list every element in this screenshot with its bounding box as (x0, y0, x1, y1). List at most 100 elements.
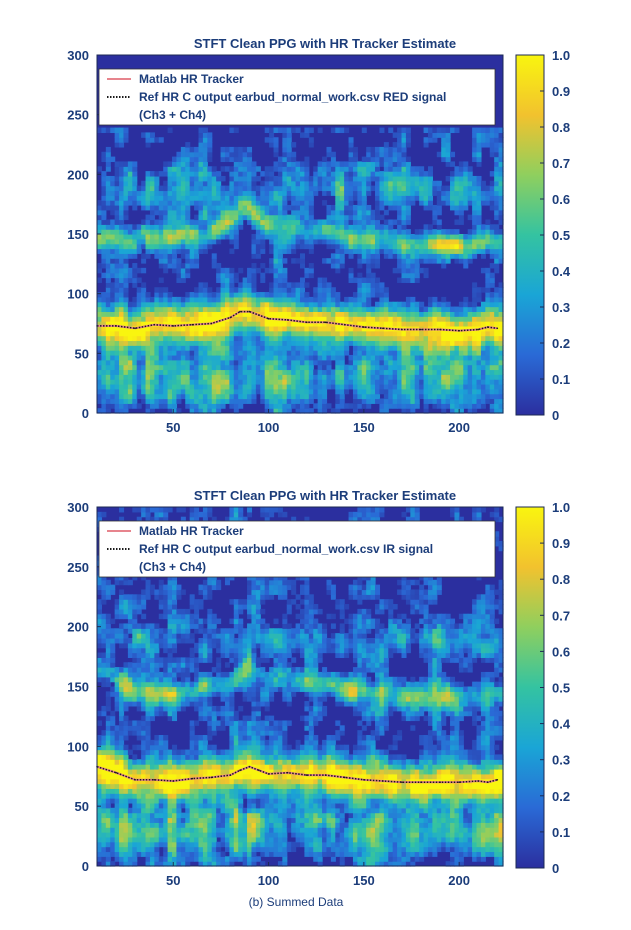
heatmap-cell (114, 667, 120, 673)
heatmap-cell (379, 156, 385, 163)
heatmap-cell (119, 574, 125, 581)
heatmap-cell (300, 282, 306, 288)
heatmap-cell (352, 301, 358, 308)
heatmap-cell (454, 359, 460, 366)
heatmap-cell (480, 253, 486, 259)
heatmap-cell (463, 340, 469, 346)
heatmap-cell (141, 841, 147, 848)
heatmap-cell (344, 185, 350, 192)
heatmap-cell (392, 398, 398, 404)
heatmap-cell (167, 379, 173, 385)
heatmap-cell (300, 330, 306, 337)
heatmap-cell (101, 584, 107, 591)
heatmap-cell (110, 335, 116, 342)
heatmap-cell (357, 350, 363, 356)
heatmap-cell (163, 383, 169, 390)
heatmap-cell (264, 379, 270, 385)
heatmap-cell (427, 204, 433, 211)
heatmap-cell (291, 142, 297, 148)
heatmap-cell (441, 403, 447, 409)
heatmap-cell (480, 388, 486, 395)
heatmap-cell (489, 190, 495, 196)
heatmap-cell (375, 234, 381, 240)
heatmap-cell (405, 263, 411, 269)
heatmap-cell (114, 696, 120, 702)
heatmap-cell (101, 316, 107, 322)
heatmap-cell (180, 325, 186, 332)
heatmap-cell (145, 836, 151, 843)
heatmap-cell (101, 832, 107, 838)
heatmap-cell (291, 301, 297, 308)
data-point (458, 329, 461, 332)
heatmap-cell (260, 190, 266, 196)
heatmap-cell (132, 701, 138, 707)
heatmap-cell (158, 374, 164, 380)
heatmap-cell (101, 296, 107, 303)
heatmap-cell (375, 306, 381, 313)
heatmap-cell (110, 861, 116, 867)
heatmap-cell (436, 340, 442, 346)
heatmap-cell (123, 846, 129, 853)
heatmap-cell (189, 224, 195, 230)
heatmap-cell (352, 359, 358, 366)
heatmap-cell (202, 204, 208, 211)
heatmap-cell (216, 306, 222, 313)
heatmap-cell (370, 364, 376, 371)
heatmap-cell (119, 667, 125, 673)
heatmap-cell (216, 398, 222, 404)
heatmap-cell (313, 229, 319, 235)
heatmap-cell (233, 185, 239, 192)
heatmap-cell (494, 364, 500, 371)
heatmap-cell (485, 190, 491, 196)
heatmap-cell (498, 171, 504, 177)
heatmap-cell (383, 209, 389, 216)
heatmap-cell (326, 219, 332, 225)
heatmap-cell (101, 127, 107, 134)
heatmap-cell (123, 628, 129, 634)
data-point (210, 322, 213, 325)
heatmap-cell (127, 195, 133, 201)
heatmap-cell (136, 200, 142, 206)
heatmap-cell (216, 383, 222, 390)
heatmap-cell (498, 369, 504, 375)
heatmap-cell (167, 248, 173, 254)
heatmap-cell (361, 161, 367, 167)
heatmap-cell (286, 238, 292, 245)
heatmap-cell (427, 258, 433, 264)
heatmap-cell (185, 369, 191, 375)
heatmap-cell (127, 681, 133, 688)
heatmap-cell (211, 408, 217, 414)
heatmap-cell (123, 137, 129, 143)
heatmap-cell (264, 224, 270, 230)
heatmap-cell (383, 146, 389, 153)
heatmap-cell (295, 379, 301, 385)
heatmap-cell (180, 277, 186, 283)
heatmap-cell (216, 175, 222, 182)
heatmap-cell (388, 311, 394, 317)
heatmap-cell (229, 359, 235, 366)
heatmap-cell (141, 730, 147, 736)
heatmap-cell (339, 340, 345, 346)
heatmap-cell (304, 267, 310, 274)
heatmap-cell (352, 185, 358, 192)
heatmap-cell (388, 379, 394, 385)
heatmap-cell (379, 175, 385, 182)
heatmap-cell (145, 171, 151, 177)
heatmap-cell (494, 142, 500, 148)
heatmap-cell (379, 146, 385, 153)
heatmap-cell (136, 628, 142, 634)
heatmap-cell (388, 316, 394, 322)
heatmap-cell (370, 214, 376, 221)
heatmap-cell (498, 403, 504, 409)
heatmap-cell (97, 788, 103, 794)
heatmap-cell (273, 388, 279, 395)
heatmap-cell (216, 369, 222, 375)
heatmap-cell (352, 219, 358, 225)
heatmap-cell (361, 287, 367, 293)
heatmap-cell (326, 325, 332, 332)
heatmap-cell (136, 185, 142, 192)
heatmap-cell (101, 350, 107, 356)
heatmap-cell (397, 175, 403, 182)
heatmap-cell (145, 676, 151, 683)
heatmap-cell (211, 190, 217, 196)
